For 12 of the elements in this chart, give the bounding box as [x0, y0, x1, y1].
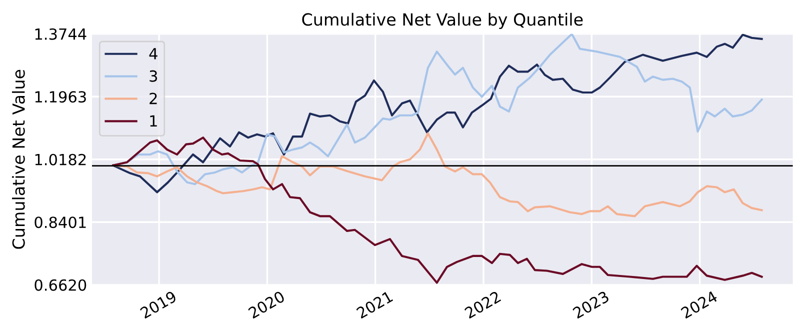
chart-title: Cumulative Net Value by Quantile	[302, 12, 583, 29]
legend-label: 3	[150, 70, 158, 82]
y-tick-label: 1.0182	[35, 154, 86, 166]
y-tick-label: 1.3744	[35, 28, 86, 40]
y-tick-label: 0.8401	[34, 216, 86, 228]
legend-label: 4	[149, 48, 158, 60]
legend-label: 1	[150, 115, 157, 126]
y-tick-label: 1.1963	[35, 91, 86, 103]
y-tick-label: 0.6620	[34, 279, 86, 291]
legend-label: 2	[150, 92, 157, 104]
y-axis-title: Cumulative Net Value	[12, 70, 25, 249]
line-series	[112, 136, 763, 284]
